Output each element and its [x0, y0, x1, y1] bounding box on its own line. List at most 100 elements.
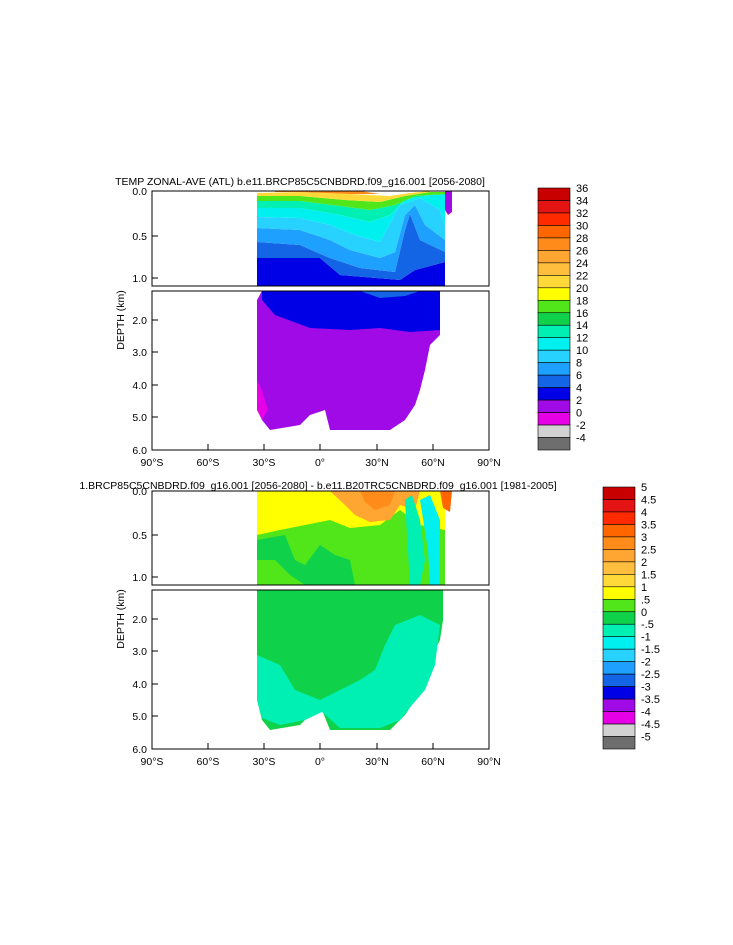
top-y-tick-label: 2.0 — [132, 315, 147, 327]
bottom-y-tick-label: 0.0 — [132, 486, 147, 498]
colorbar-label: 18 — [576, 295, 588, 307]
bottom-x-tick-label: 60°N — [421, 756, 444, 768]
colorbar-label: -4 — [576, 433, 586, 445]
colorbar-swatch — [537, 424, 571, 438]
colorbar-swatch — [537, 387, 571, 401]
top-y-tick-label: 3.0 — [132, 347, 147, 359]
top-upper-fill-14 — [257, 195, 445, 242]
colorbar-swatch — [537, 212, 571, 226]
bottom-upper-fill-neg-col — [420, 495, 440, 585]
colorbar-swatch — [602, 698, 636, 712]
colorbar-swatch — [537, 412, 571, 426]
top-y-tick-label: 5.0 — [132, 412, 147, 424]
colorbar-swatch — [602, 598, 636, 613]
bottom-lower-plot — [151, 589, 490, 750]
top-x-tick-label: 0° — [315, 457, 325, 469]
colorbar-label: 4.5 — [641, 494, 656, 506]
bottom-x-tick-label: 60°S — [197, 756, 220, 768]
bottom-y-tick-label: 1.0 — [132, 572, 147, 584]
colorbar-label: 30 — [576, 220, 588, 232]
bottom-y-tick-label: 6.0 — [132, 744, 147, 756]
colorbar-swatch — [537, 337, 571, 351]
colorbar-label: .5 — [641, 594, 650, 606]
bottom-x-tick-label: 30°N — [365, 756, 388, 768]
bottom-y-tick-label: 0.5 — [132, 530, 147, 542]
colorbar-label: 22 — [576, 270, 588, 282]
colorbar-label: 28 — [576, 233, 588, 245]
top-upper-fill-10 — [257, 198, 445, 258]
top-y-tick-label: 0.0 — [132, 186, 147, 198]
top-lower-fill-6 — [360, 291, 420, 298]
colorbar-swatch — [537, 262, 571, 276]
colorbar-swatch — [537, 399, 571, 413]
bottom-upper-fill-neg — [405, 495, 425, 585]
colorbar-swatch — [602, 511, 636, 525]
colorbar-label: 2 — [576, 395, 582, 407]
bottom-upper-fill-north — [440, 491, 452, 512]
colorbar-swatch — [602, 549, 636, 563]
colorbar-swatch — [602, 623, 636, 638]
top-upper-plot — [151, 190, 490, 287]
panel-top: TEMP ZONAL-AVE (ATL) b.e11.BRCP85C5CNBDR… — [115, 176, 588, 469]
top-lower-fill-edge — [257, 380, 268, 420]
top-y-tick-label: 6.0 — [132, 445, 147, 457]
bottom-y-tick-label: 4.0 — [132, 679, 147, 691]
bottom-upper-plot — [151, 490, 490, 586]
colorbar-swatch — [537, 349, 571, 363]
top-x-axis: 90°S 60°S 30°S 0° 30°N 60°N 90°N — [141, 444, 501, 469]
colorbar-swatch — [537, 299, 571, 314]
colorbar-swatch — [602, 636, 636, 650]
colorbar-label: 1.5 — [641, 569, 656, 581]
colorbar-bottom: 54.543.532.521.51.50-.5-1-1.5-2-2.5-3-3.… — [602, 482, 660, 750]
top-lower-plot — [151, 290, 490, 451]
colorbar-swatch — [602, 686, 636, 700]
colorbar-swatch — [537, 237, 571, 251]
colorbar-swatch — [537, 287, 571, 301]
colorbar-swatch — [602, 486, 636, 500]
colorbar-label: -2 — [576, 420, 586, 432]
colorbar-swatch — [602, 711, 636, 725]
bottom-y-tick-label: 3.0 — [132, 646, 147, 658]
colorbar-label: -4 — [641, 707, 651, 719]
bottom-y-axis-label: DEPTH (km) — [115, 589, 127, 649]
top-upper-fill-north — [445, 191, 452, 215]
top-x-tick-label: 90°N — [477, 457, 500, 469]
colorbar-label: 20 — [576, 283, 588, 295]
top-y-tick-label: 0.5 — [132, 231, 147, 243]
panel-bottom-title: 1.BRCP85C5CNBDRD.f09_g16.001 [2056-2080]… — [79, 480, 556, 492]
top-upper-fill-20 — [257, 192, 445, 210]
colorbar-label: 10 — [576, 345, 588, 357]
top-x-tick-label: 30°S — [253, 457, 276, 469]
colorbar-label: -3 — [641, 682, 651, 694]
top-upper-fill-16 — [257, 194, 445, 222]
colorbar-label: 8 — [576, 358, 582, 370]
colorbar-swatch — [537, 362, 571, 376]
colorbar-label: 4 — [641, 507, 647, 519]
colorbar-label: 14 — [576, 320, 588, 332]
colorbar-swatch — [602, 499, 636, 513]
bottom-upper-fill-3 — [360, 491, 395, 510]
bottom-x-tick-label: 90°S — [141, 756, 164, 768]
colorbar-swatch — [602, 736, 636, 750]
colorbar-label: 26 — [576, 245, 588, 257]
bottom-x-tick-label: 30°S — [253, 756, 276, 768]
colorbar-label: 2 — [641, 557, 647, 569]
bottom-upper-fill-0p5 — [257, 535, 355, 585]
top-lower-fill-4 — [262, 291, 440, 332]
top-y-tick-label: 1.0 — [132, 273, 147, 285]
colorbar-label: -2 — [641, 657, 651, 669]
bottom-x-tick-label: 0° — [315, 756, 325, 768]
colorbar-swatch — [602, 661, 636, 675]
colorbar-label: 0 — [641, 607, 647, 619]
colorbar-swatch — [602, 586, 636, 600]
colorbar-swatch — [537, 374, 571, 388]
colorbar-label: -4.5 — [641, 719, 660, 731]
colorbar-swatch — [537, 200, 571, 214]
colorbar-swatch — [602, 611, 636, 625]
colorbar-label: 3.5 — [641, 519, 656, 531]
bottom-y-tick-label: 2.0 — [132, 614, 147, 626]
top-x-tick-label: 60°S — [197, 457, 220, 469]
colorbar-swatch — [602, 648, 636, 662]
bottom-x-tick-label: 90°N — [477, 756, 500, 768]
